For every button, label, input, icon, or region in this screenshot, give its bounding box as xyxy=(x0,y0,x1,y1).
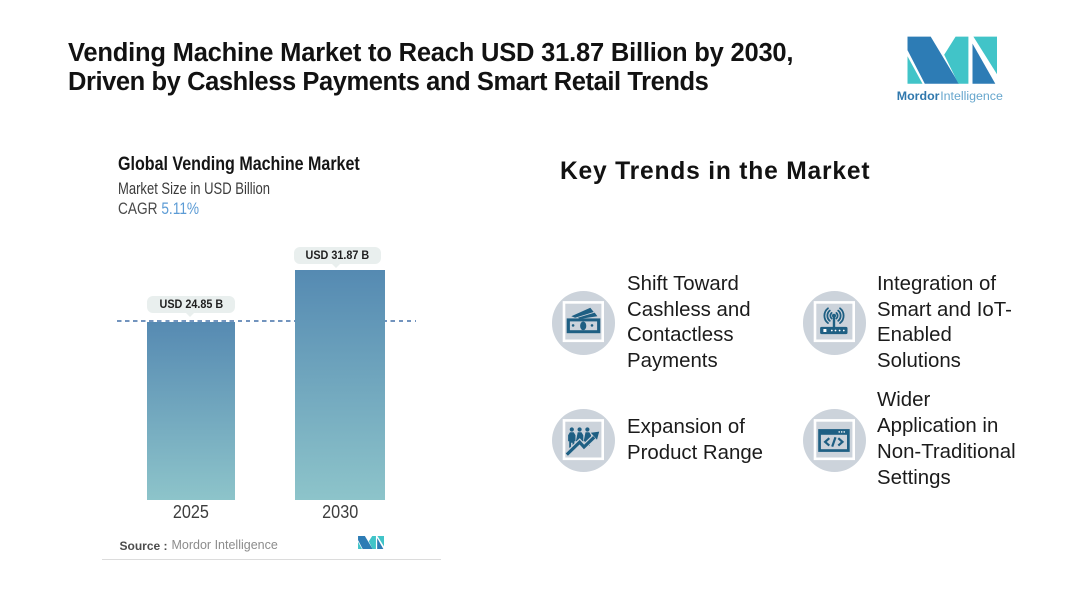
svg-text:Mordor: Mordor xyxy=(897,89,940,103)
svg-text:Intelligence: Intelligence xyxy=(940,89,1003,103)
